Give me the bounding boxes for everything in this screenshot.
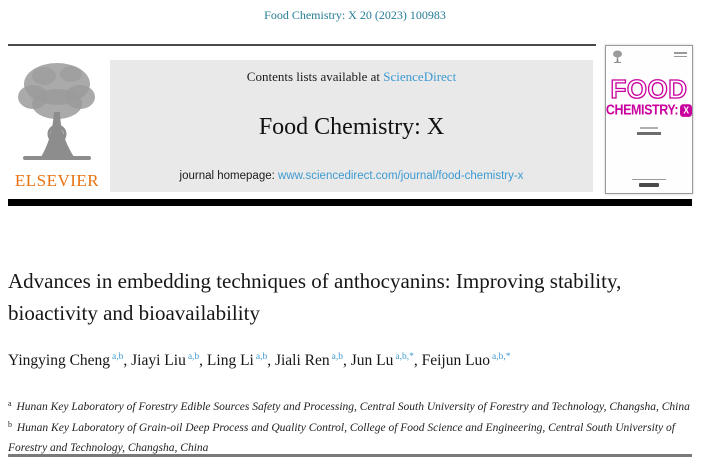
- affiliation-list: a Hunan Key Laboratory of Forestry Edibl…: [8, 397, 698, 458]
- cover-mini-tree-icon: [612, 50, 623, 69]
- elsevier-logo: ELSEVIER: [8, 58, 106, 192]
- sciencedirect-link[interactable]: ScienceDirect: [383, 69, 457, 84]
- affiliation: a Hunan Key Laboratory of Forestry Edibl…: [8, 399, 690, 413]
- homepage-prefix: journal homepage:: [179, 170, 279, 182]
- contents-prefix: Contents lists available at: [246, 69, 384, 84]
- elsevier-wordmark: ELSEVIER: [14, 171, 100, 190]
- cover-issn-text: [674, 50, 687, 57]
- author-list: Yingying Cheng a,b, Jiayi Liu a,b, Ling Li…: [8, 352, 511, 369]
- cover-title-chemistry-text: CHEMISTRY:: [605, 102, 679, 119]
- cover-title-food: FOOD: [610, 74, 688, 104]
- homepage-line: journal homepage: www.sciencedirect.com/…: [180, 170, 524, 182]
- journal-cover-thumbnail: FOOD CHEMISTRY: X: [605, 45, 693, 194]
- cover-top-row: [606, 46, 692, 69]
- homepage-url-link[interactable]: www.sciencedirect.com/journal/food-chemi…: [278, 170, 524, 182]
- author: Yingying Cheng a,b: [8, 352, 124, 369]
- thick-divider: [8, 199, 692, 206]
- author: Jun Lu a,b,*: [350, 352, 414, 369]
- affiliation: b Hunan Key Laboratory of Grain-oil Deep…: [8, 419, 675, 454]
- top-rule: [8, 44, 596, 46]
- cover-title-chemistry: CHEMISTRY: X: [605, 102, 693, 119]
- bottom-rule: [8, 454, 692, 457]
- cover-footer-lines: [632, 178, 666, 187]
- contents-line: Contents lists available at ScienceDirec…: [247, 69, 456, 85]
- journal-citation: Food Chemistry: X 20 (2023) 100983: [264, 8, 446, 22]
- cover-editor-lines: [637, 127, 661, 136]
- masthead-box: Contents lists available at ScienceDirec…: [110, 60, 593, 192]
- author: Jiali Ren a,b: [274, 352, 343, 369]
- elsevier-tree-icon: [13, 58, 101, 170]
- journal-name: Food Chemistry: X: [258, 114, 445, 140]
- article-title: Advances in embedding techniques of anth…: [8, 269, 622, 325]
- author: Ling Li a,b: [206, 352, 268, 369]
- author: Feijun Luo a,b,*: [421, 352, 511, 369]
- cover-x-badge: X: [680, 104, 693, 117]
- author: Jiayi Liu a,b: [131, 352, 200, 369]
